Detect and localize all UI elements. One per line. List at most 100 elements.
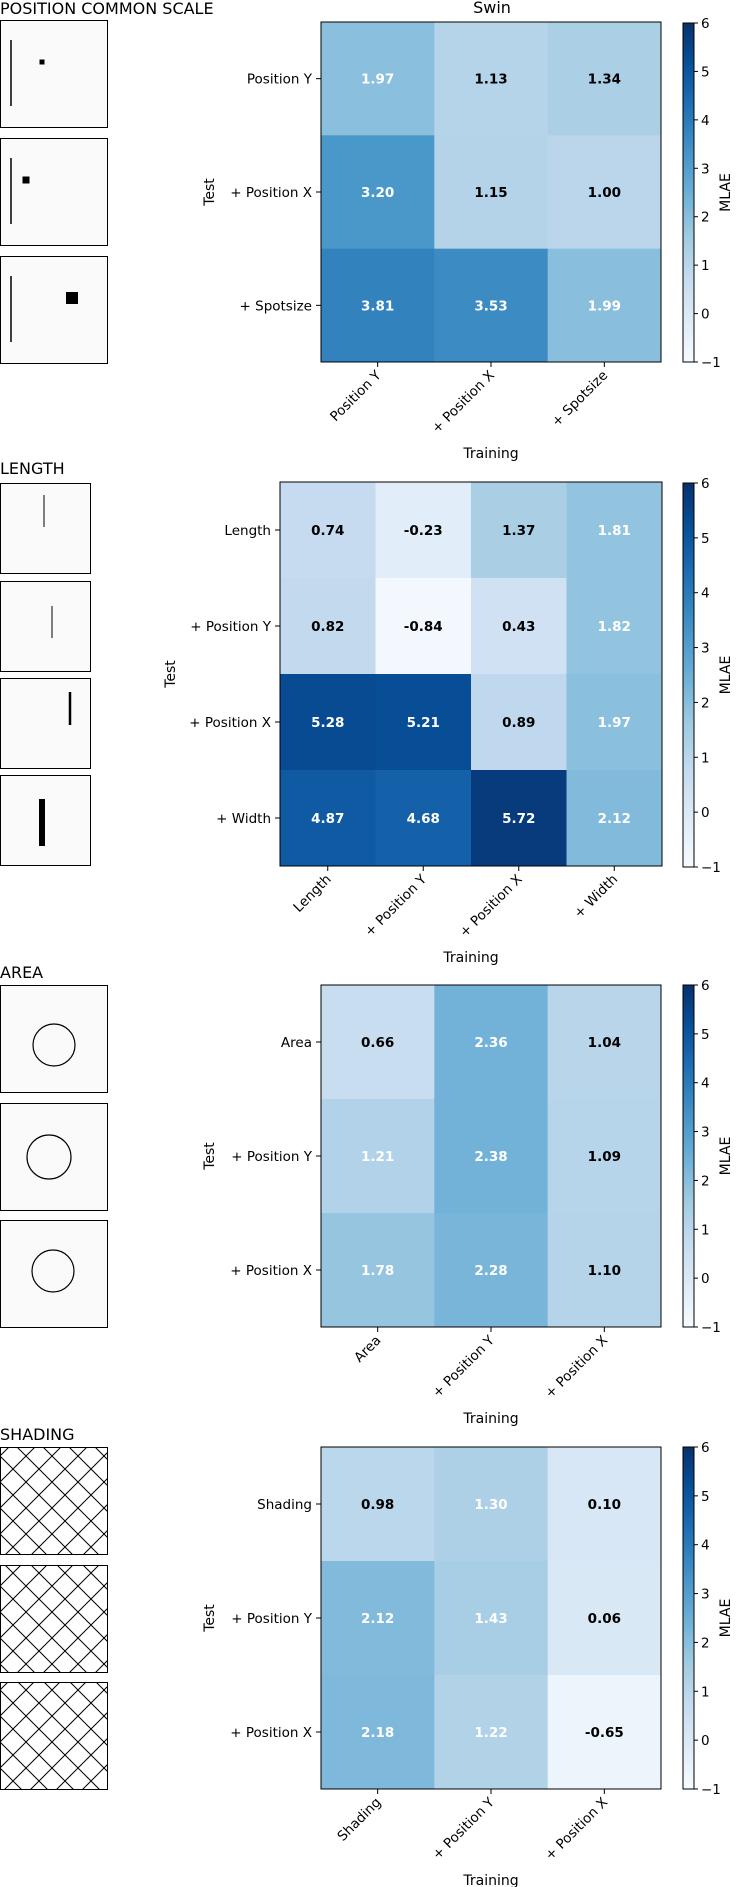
colorbar-tick-label: 5 — [701, 1027, 710, 1043]
heatmap-cell — [566, 482, 663, 579]
heatmap-cell — [280, 674, 376, 771]
colorbar-tick-label: −1 — [701, 355, 721, 371]
cell-value-label: 1.09 — [588, 1149, 621, 1165]
colorbar-tick-label: 3 — [701, 1587, 710, 1603]
y-tick-label: + Position X — [230, 185, 312, 201]
cell-value-label: 2.36 — [474, 1035, 507, 1051]
colorbar-tick-label: 0 — [701, 805, 710, 821]
heatmap-cell — [547, 1099, 662, 1214]
heatmap-cell — [375, 578, 472, 675]
heatmap-cell — [434, 985, 549, 1100]
heatmap-cell — [547, 1675, 662, 1790]
cell-value-label: 1.15 — [474, 185, 507, 201]
heatmap-cell — [434, 1099, 549, 1214]
stimulus-circle — [26, 1134, 72, 1180]
stimulus-frame — [0, 138, 108, 246]
colorbar-label: MLAE — [718, 656, 734, 695]
section-title: POSITION COMMON SCALE — [0, 0, 214, 18]
colorbar-tick-label: 5 — [701, 531, 710, 547]
panel-length: LENGTH 0.74 -0.23 1.37 1.81 0.82 -0.84 0.43 1.82… — [0, 459, 734, 966]
heatmap-cell — [321, 1099, 435, 1214]
cell-value-label: 3.20 — [361, 185, 394, 201]
heatmap-cell — [471, 482, 567, 579]
colorbar — [682, 482, 695, 868]
y-tick-label: + Position X — [230, 1263, 312, 1279]
cell-value-label: 2.38 — [474, 1149, 507, 1165]
stimulus-frame — [0, 1220, 108, 1328]
cell-value-label: 1.81 — [598, 523, 631, 539]
section-title: LENGTH — [0, 459, 65, 478]
stimulus-frame — [0, 256, 108, 364]
x-tick-label: + Position Y — [429, 1332, 498, 1401]
cell-value-label: 1.10 — [588, 1263, 621, 1279]
x-axis-label: Training — [462, 446, 518, 462]
colorbar-tick-label: 4 — [701, 113, 710, 129]
heatmap-cell — [375, 482, 472, 579]
cell-value-label: 0.66 — [361, 1035, 394, 1051]
y-axis-label: Test — [163, 660, 179, 689]
figure-title: Swin — [473, 0, 511, 17]
y-axis-label: Test — [202, 1142, 218, 1171]
cell-value-label: -0.65 — [585, 1725, 624, 1741]
heatmap-cell — [547, 135, 662, 250]
y-tick-label: + Position X — [189, 715, 271, 731]
heatmap-cell — [321, 985, 435, 1100]
x-tick-label: + Position X — [429, 368, 498, 437]
y-tick-label: + Width — [216, 811, 271, 827]
x-tick-label: Position Y — [327, 367, 385, 425]
colorbar-tick-label: 5 — [701, 64, 710, 80]
cell-value-label: 0.89 — [502, 715, 535, 731]
cell-value-label: 3.81 — [361, 298, 394, 314]
cell-value-label: 1.22 — [474, 1725, 507, 1741]
stimulus-frame — [0, 483, 91, 574]
cell-value-label: 0.98 — [361, 1497, 394, 1513]
heatmap-cell — [321, 248, 435, 363]
cell-value-label: 1.78 — [361, 1263, 394, 1279]
heatmap-cell — [434, 22, 549, 136]
stimulus-frame — [0, 20, 108, 128]
heatmap-cell — [471, 578, 567, 675]
y-axis-label: Test — [202, 1604, 218, 1633]
heatmap-cell — [434, 1675, 549, 1790]
heatmap-cell — [547, 985, 662, 1100]
cell-value-label: -0.23 — [404, 523, 443, 539]
cell-value-label: 1.00 — [588, 185, 621, 201]
cell-value-label: 2.12 — [361, 1611, 394, 1627]
colorbar-tick-label: 3 — [701, 641, 710, 657]
cell-value-label: 4.68 — [407, 811, 440, 827]
cell-value-label: 2.28 — [474, 1263, 507, 1279]
section-title: AREA — [0, 963, 43, 982]
colorbar-tick-label: 6 — [701, 476, 710, 492]
cell-value-label: 0.43 — [502, 619, 535, 635]
heatmap-cell — [547, 1213, 662, 1328]
stimulus-frame — [0, 775, 91, 866]
colorbar-tick-label: 1 — [701, 1222, 710, 1238]
x-tick-label: + Position Y — [429, 1794, 498, 1863]
heatmap-cell — [321, 1675, 435, 1790]
heatmap-cell — [547, 248, 662, 363]
heatmap-cell — [280, 578, 376, 675]
x-tick-label: + Position X — [542, 1333, 611, 1402]
x-tick-label: Area — [351, 1333, 384, 1366]
stimulus-spot — [22, 176, 30, 184]
colorbar-tick-label: 6 — [701, 16, 710, 32]
colorbar-tick-label: −1 — [701, 860, 721, 876]
heatmap-cell — [321, 22, 435, 136]
stimulus-spot — [66, 292, 78, 304]
y-tick-label: + Position Y — [231, 1611, 312, 1627]
heatmap-cell — [434, 135, 549, 250]
cell-value-label: 1.30 — [474, 1497, 507, 1513]
cell-value-label: 0.74 — [311, 523, 344, 539]
colorbar-tick-label: 6 — [701, 978, 710, 994]
heatmap-cell — [434, 1213, 549, 1328]
colorbar-tick-label: 3 — [701, 1125, 710, 1141]
x-tick-label: + Position Y — [362, 871, 431, 940]
colorbar — [682, 22, 695, 363]
heatmap-cell — [434, 1561, 549, 1676]
cell-value-label: 1.97 — [361, 72, 394, 88]
colorbar-tick-label: 1 — [701, 750, 710, 766]
y-tick-label: Shading — [257, 1497, 312, 1513]
cell-value-label: 0.10 — [588, 1497, 621, 1513]
colorbar-tick-label: 2 — [701, 695, 710, 711]
y-tick-label: + Spotsize — [240, 298, 312, 314]
